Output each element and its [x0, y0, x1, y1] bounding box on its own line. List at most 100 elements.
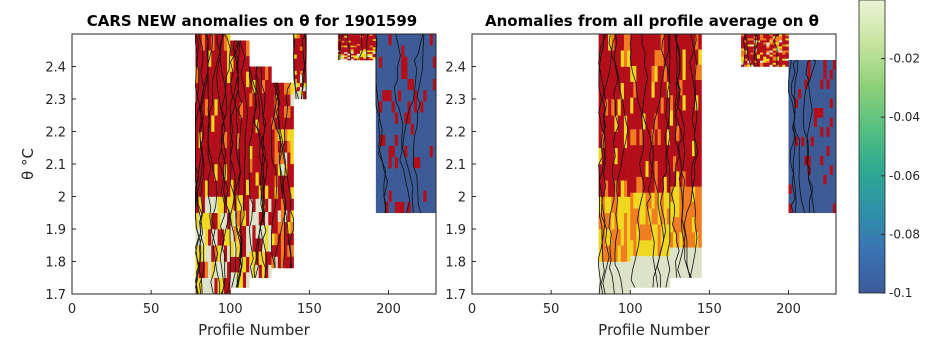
heatmap-cell: [429, 78, 434, 91]
heatmap-cell: [645, 81, 649, 98]
heatmap-cell: [274, 152, 279, 165]
heatmap-cell: [639, 113, 643, 130]
heatmap-cell: [303, 70, 307, 75]
heatmap-cell: [753, 42, 758, 45]
heatmap-cell: [611, 212, 615, 230]
heatmap-cell: [296, 58, 301, 63]
heatmap-cell: [688, 155, 693, 172]
heatmap-cell: [246, 179, 250, 196]
heatmap-cell: [614, 99, 618, 116]
heatmap-cell: [287, 175, 291, 188]
heatmap-cell: [601, 50, 606, 67]
heatmap-cell: [604, 196, 609, 214]
heatmap-cell: [832, 79, 837, 89]
heatmap-cell: [258, 66, 263, 80]
heatmap-cell: [669, 216, 674, 233]
heatmap-cell: [410, 112, 415, 124]
x-tick-label: 50: [543, 302, 560, 317]
heatmap-cell: [676, 49, 680, 65]
heatmap-cell: [233, 148, 237, 165]
heatmap-cell: [741, 60, 745, 63]
heatmap-cell: [801, 193, 805, 204]
heatmap-cell: [350, 42, 355, 45]
heatmap-cell: [372, 48, 377, 51]
heatmap-cell: [344, 55, 348, 58]
heatmap-cell: [801, 69, 805, 80]
heatmap-cell: [261, 238, 266, 252]
heatmap-cell: [255, 198, 260, 213]
heatmap-cell: [639, 208, 643, 225]
heatmap-cell: [344, 42, 348, 45]
heatmap-cell: [410, 123, 415, 135]
heatmap-cell: [299, 46, 304, 51]
heatmap-cell: [688, 94, 693, 111]
heatmap-cell: [604, 131, 609, 149]
heatmap-cell: [669, 110, 674, 126]
heatmap-cell: [753, 44, 758, 47]
heatmap-cell: [252, 238, 256, 252]
heatmap-cell: [810, 69, 815, 80]
heatmap-cell: [633, 34, 637, 51]
heatmap-cell: [372, 58, 377, 61]
heatmap-cell: [660, 239, 665, 257]
heatmap-cell: [363, 42, 367, 45]
heatmap-cell: [756, 38, 761, 41]
heatmap-cell: [239, 210, 244, 227]
heatmap-cell: [813, 98, 818, 109]
heatmap-cell: [747, 54, 751, 57]
heatmap-cell: [679, 262, 683, 279]
heatmap-cell: [382, 67, 386, 79]
heatmap-cell: [242, 102, 247, 118]
heatmap-cell: [741, 54, 745, 57]
heatmap-cell: [779, 60, 783, 63]
heatmap-cell: [794, 107, 799, 118]
heatmap-cell: [287, 210, 291, 222]
heatmap-cell: [398, 201, 402, 214]
heatmap-cell: [249, 92, 253, 107]
heatmap-cell: [829, 107, 834, 118]
heatmap-cell: [426, 56, 430, 68]
heatmap-cell: [350, 40, 355, 43]
heatmap-cell: [617, 66, 622, 84]
heatmap-cell: [360, 55, 364, 58]
heatmap-cell: [750, 64, 755, 67]
heatmap-cell: [293, 38, 298, 43]
heatmap-cell: [401, 67, 405, 79]
heatmap-cell: [679, 247, 683, 263]
heatmap-cell: [382, 134, 386, 147]
heatmap-cell: [356, 38, 361, 41]
heatmap-cell: [429, 134, 434, 147]
heatmap-cell: [296, 66, 301, 71]
heatmap-cell: [772, 40, 777, 43]
heatmap-cell: [268, 158, 272, 173]
heatmap-cell: [385, 156, 389, 169]
heatmap-cell: [391, 145, 396, 158]
heatmap-cell: [391, 112, 396, 124]
heatmap-cell: [220, 229, 225, 246]
heatmap-cell: [268, 251, 272, 265]
heatmap-cell: [779, 58, 783, 61]
heatmap-cell: [268, 79, 272, 94]
heatmap-cell: [657, 65, 661, 82]
heatmap-cell: [204, 99, 209, 116]
heatmap-cell: [249, 145, 253, 160]
heatmap-cell: [813, 79, 818, 89]
heatmap-cell: [747, 44, 751, 47]
heatmap-cell: [255, 238, 260, 252]
heatmap-cell: [763, 52, 767, 55]
heatmap-cell: [782, 64, 786, 67]
heatmap-cell: [676, 232, 680, 248]
heatmap-cell: [277, 244, 282, 257]
heatmap-cell: [798, 193, 802, 204]
heatmap-cell: [782, 52, 786, 55]
heatmap-cell: [666, 97, 671, 114]
heatmap-cell: [404, 34, 408, 46]
heatmap-cell: [429, 201, 434, 214]
heatmap-cell: [287, 140, 291, 153]
heatmap-cell: [379, 145, 383, 158]
heatmap-cell: [242, 179, 247, 196]
heatmap-cell: [741, 64, 745, 67]
heatmap-cell: [401, 78, 405, 91]
heatmap-cell: [379, 112, 383, 124]
heatmap-cell: [372, 53, 377, 56]
